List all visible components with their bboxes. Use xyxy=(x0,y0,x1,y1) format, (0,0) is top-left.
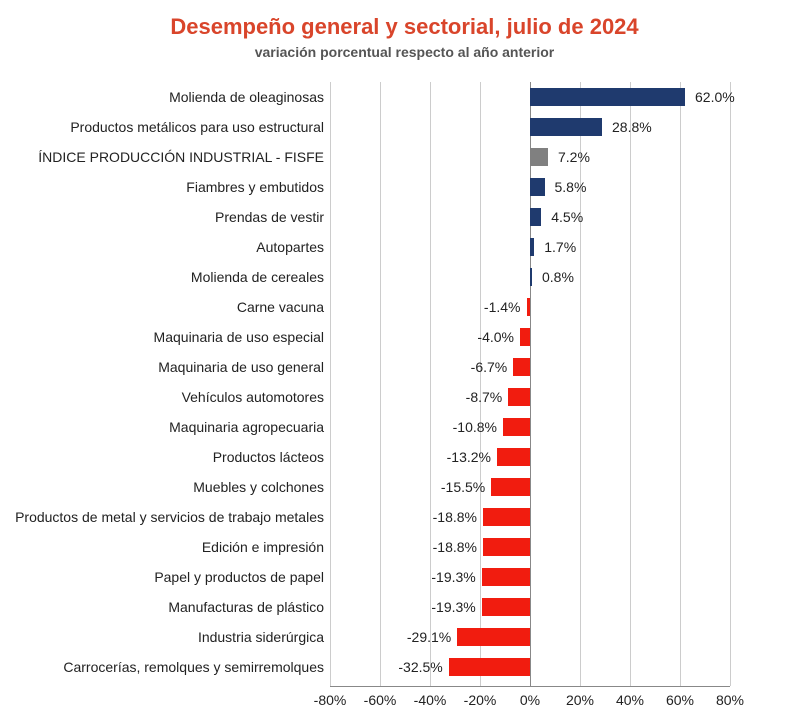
value-label: -8.7% xyxy=(466,382,503,412)
category-label: Fiambres y embutidos xyxy=(0,172,324,202)
category-label: Productos de metal y servicios de trabaj… xyxy=(0,502,324,532)
value-label: -15.5% xyxy=(441,472,485,502)
bar xyxy=(530,268,532,286)
bar xyxy=(530,118,602,136)
category-label: Autopartes xyxy=(0,232,324,262)
bar xyxy=(483,538,530,556)
bar-row: Productos metálicos para uso estructural… xyxy=(0,112,809,142)
value-label: 7.2% xyxy=(558,142,590,172)
value-label: -32.5% xyxy=(398,652,442,682)
value-label: 1.7% xyxy=(544,232,576,262)
bar xyxy=(530,148,548,166)
x-tick-label: -60% xyxy=(364,692,397,708)
bar xyxy=(449,658,530,676)
value-label: 62.0% xyxy=(695,82,735,112)
value-label: -18.8% xyxy=(433,502,477,532)
x-tick-label: 0% xyxy=(520,692,540,708)
value-label: -19.3% xyxy=(431,592,475,622)
bar-row: Edición e impresión -18.8% xyxy=(0,532,809,562)
bar xyxy=(482,568,530,586)
category-label: ÍNDICE PRODUCCIÓN INDUSTRIAL - FISFE xyxy=(0,142,324,172)
category-label: Productos metálicos para uso estructural xyxy=(0,112,324,142)
value-label: -19.3% xyxy=(431,562,475,592)
bar-row: Prendas de vestir 4.5% xyxy=(0,202,809,232)
x-tick-label: 60% xyxy=(666,692,694,708)
bar-row: Muebles y colchones -15.5% xyxy=(0,472,809,502)
bar xyxy=(520,328,530,346)
bar-row: Productos lácteos -13.2% xyxy=(0,442,809,472)
bar-row: Fiambres y embutidos 5.8% xyxy=(0,172,809,202)
category-label: Carne vacuna xyxy=(0,292,324,322)
chart-container: Desempeño general y sectorial, julio de … xyxy=(0,0,809,720)
category-label: Muebles y colchones xyxy=(0,472,324,502)
bar xyxy=(457,628,530,646)
category-label: Industria siderúrgica xyxy=(0,622,324,652)
category-label: Papel y productos de papel xyxy=(0,562,324,592)
bar-row: Molienda de cereales 0.8% xyxy=(0,262,809,292)
x-tick-label: 80% xyxy=(716,692,744,708)
category-label: Carrocerías, remolques y semirremolques xyxy=(0,652,324,682)
bar-row: Carrocerías, remolques y semirremolques -… xyxy=(0,652,809,682)
category-label: Edición e impresión xyxy=(0,532,324,562)
chart-title: Desempeño general y sectorial, julio de … xyxy=(0,0,809,40)
x-axis xyxy=(330,686,730,687)
chart-subtitle: variación porcentual respecto al año ant… xyxy=(0,44,809,60)
bar xyxy=(508,388,530,406)
bar xyxy=(530,238,534,256)
bar xyxy=(530,208,541,226)
x-tick-label: -40% xyxy=(414,692,447,708)
category-label: Molienda de cereales xyxy=(0,262,324,292)
bar xyxy=(530,88,685,106)
x-tick-label: 20% xyxy=(566,692,594,708)
bar xyxy=(530,178,545,196)
bar-row: Molienda de oleaginosas 62.0% xyxy=(0,82,809,112)
bar xyxy=(483,508,530,526)
bar xyxy=(482,598,530,616)
bar-row: Autopartes 1.7% xyxy=(0,232,809,262)
category-label: Molienda de oleaginosas xyxy=(0,82,324,112)
value-label: -18.8% xyxy=(433,532,477,562)
bar-row: Maquinaria de uso especial -4.0% xyxy=(0,322,809,352)
value-label: -1.4% xyxy=(484,292,521,322)
value-label: 0.8% xyxy=(542,262,574,292)
bar-row: Carne vacuna -1.4% xyxy=(0,292,809,322)
value-label: -6.7% xyxy=(471,352,508,382)
value-label: -13.2% xyxy=(447,442,491,472)
category-label: Maquinaria agropecuaria xyxy=(0,412,324,442)
category-label: Maquinaria de uso general xyxy=(0,352,324,382)
bar-row: Productos de metal y servicios de trabaj… xyxy=(0,502,809,532)
bar xyxy=(513,358,530,376)
category-label: Manufacturas de plástico xyxy=(0,592,324,622)
value-label: -29.1% xyxy=(407,622,451,652)
value-label: 4.5% xyxy=(551,202,583,232)
value-label: 5.8% xyxy=(555,172,587,202)
category-label: Productos lácteos xyxy=(0,442,324,472)
bar xyxy=(497,448,530,466)
value-label: 28.8% xyxy=(612,112,652,142)
bar-row: Vehículos automotores -8.7% xyxy=(0,382,809,412)
category-label: Maquinaria de uso especial xyxy=(0,322,324,352)
category-label: Prendas de vestir xyxy=(0,202,324,232)
plot-area: -80%-60%-40%-20%0%20%40%60%80%Molienda d… xyxy=(0,72,809,682)
bar-row: Manufacturas de plástico -19.3% xyxy=(0,592,809,622)
bar-row: Industria siderúrgica -29.1% xyxy=(0,622,809,652)
bar-row: Maquinaria agropecuaria -10.8% xyxy=(0,412,809,442)
bar xyxy=(491,478,530,496)
value-label: -4.0% xyxy=(477,322,514,352)
x-tick-label: -80% xyxy=(314,692,347,708)
bar-row: ÍNDICE PRODUCCIÓN INDUSTRIAL - FISFE 7.2% xyxy=(0,142,809,172)
x-tick-label: -20% xyxy=(464,692,497,708)
bar-row: Maquinaria de uso general -6.7% xyxy=(0,352,809,382)
category-label: Vehículos automotores xyxy=(0,382,324,412)
x-tick-label: 40% xyxy=(616,692,644,708)
value-label: -10.8% xyxy=(453,412,497,442)
bar xyxy=(503,418,530,436)
bar xyxy=(527,298,531,316)
bar-row: Papel y productos de papel -19.3% xyxy=(0,562,809,592)
